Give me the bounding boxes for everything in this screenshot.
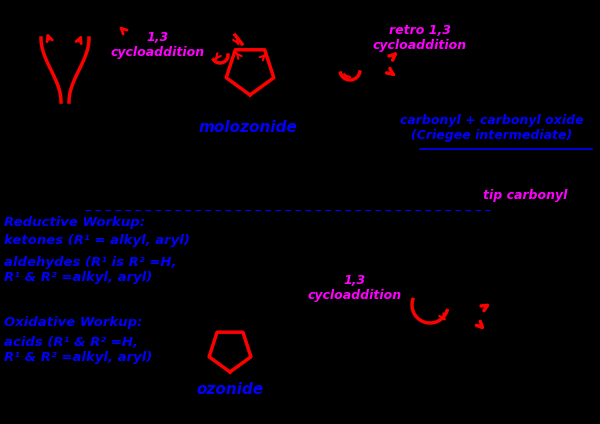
Text: tip carbonyl: tip carbonyl	[483, 190, 567, 203]
Text: Reductive Workup:: Reductive Workup:	[4, 216, 145, 229]
Text: molozonide: molozonide	[199, 120, 298, 136]
Text: aldehydes (R¹ is R² =H,
R¹ & R² =alkyl, aryl): aldehydes (R¹ is R² =H, R¹ & R² =alkyl, …	[4, 256, 176, 284]
Text: ozonide: ozonide	[196, 382, 263, 398]
Text: retro 1,3
cycloaddition: retro 1,3 cycloaddition	[373, 24, 467, 52]
Text: carbonyl + carbonyl oxide
(Criegee intermediate): carbonyl + carbonyl oxide (Criegee inter…	[400, 114, 584, 142]
Text: Oxidative Workup:: Oxidative Workup:	[4, 316, 142, 329]
Text: 1,3
cycloaddition: 1,3 cycloaddition	[308, 274, 402, 302]
Text: ketones (R¹ = alkyl, aryl): ketones (R¹ = alkyl, aryl)	[4, 234, 190, 247]
Text: 1,3
cycloaddition: 1,3 cycloaddition	[111, 31, 205, 59]
Text: acids (R¹ & R² =H,
R¹ & R² =alkyl, aryl): acids (R¹ & R² =H, R¹ & R² =alkyl, aryl)	[4, 336, 152, 364]
